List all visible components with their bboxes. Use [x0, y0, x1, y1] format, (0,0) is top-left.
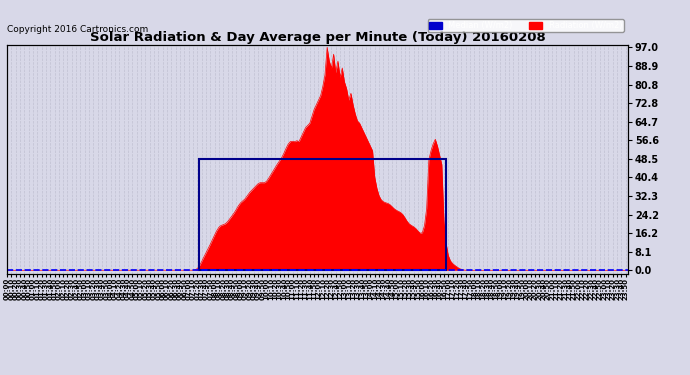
Legend: Median (W/m2), Radiation (W/m2): Median (W/m2), Radiation (W/m2)	[428, 20, 624, 32]
Text: Copyright 2016 Cartronics.com: Copyright 2016 Cartronics.com	[7, 25, 148, 34]
Bar	[199, 159, 446, 270]
Title: Solar Radiation & Day Average per Minute (Today) 20160208: Solar Radiation & Day Average per Minute…	[90, 31, 545, 44]
